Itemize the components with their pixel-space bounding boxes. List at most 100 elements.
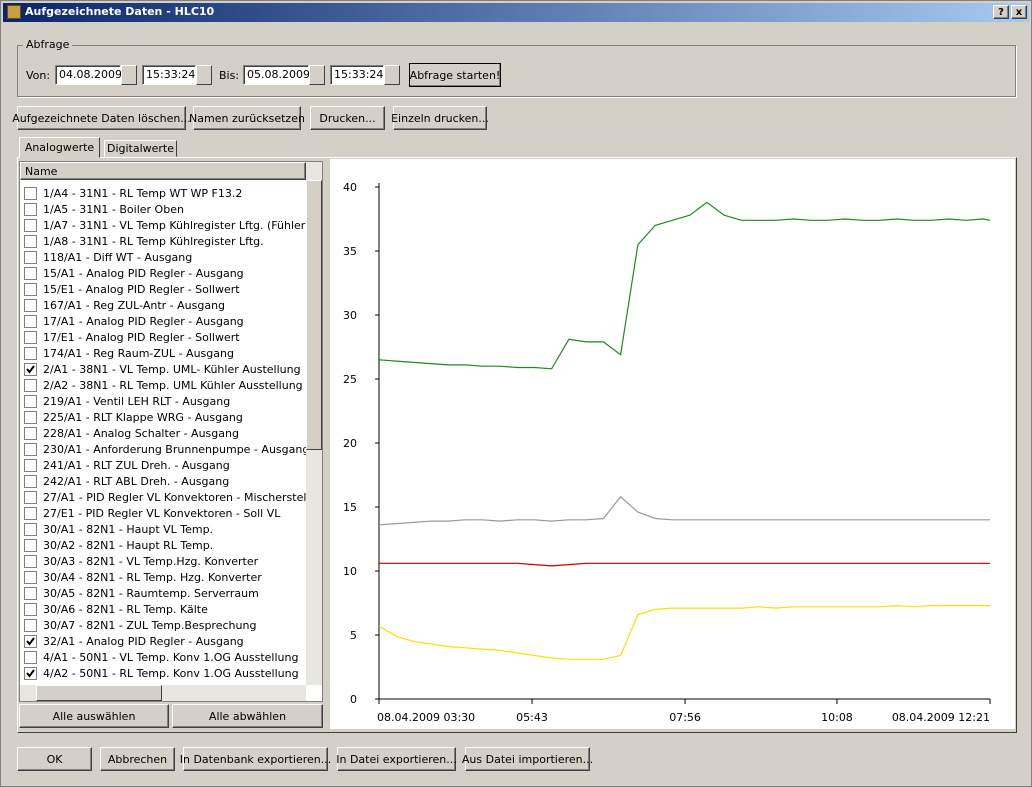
- deselect-all-button[interactable]: Alle abwählen: [172, 704, 323, 728]
- list-row[interactable]: 167/A1 - Reg ZUL-Antr - Ausgang: [24, 297, 225, 313]
- checkbox[interactable]: [24, 634, 37, 648]
- list-row[interactable]: 1/A8 - 31N1 - RL Temp Kühlregister Lftg.: [24, 233, 264, 249]
- select-all-button[interactable]: Alle auswählen: [19, 704, 169, 728]
- to-date[interactable]: 05.08.2009: [243, 65, 310, 85]
- checkbox[interactable]: [24, 186, 37, 200]
- list-row[interactable]: 118/A1 - Diff WT - Ausgang: [24, 249, 192, 265]
- toolbar-button[interactable]: Drucken...: [310, 106, 385, 130]
- spinner[interactable]: [384, 65, 400, 85]
- list-header[interactable]: Name: [20, 162, 306, 180]
- checkbox[interactable]: [24, 522, 37, 536]
- list-row[interactable]: 30/A5 - 82N1 - Raumtemp. Serverraum: [24, 585, 259, 601]
- h-scrollbar[interactable]: [20, 685, 306, 701]
- app-icon: [7, 5, 21, 19]
- checkbox[interactable]: [24, 618, 37, 632]
- spinner[interactable]: [196, 65, 212, 85]
- cancel-button[interactable]: Abbrechen: [100, 747, 175, 771]
- checkbox[interactable]: [24, 666, 37, 680]
- list-row[interactable]: 4/A2 - 50N1 - RL Temp. Konv 1.OG Ausstel…: [24, 665, 299, 681]
- checkbox[interactable]: [24, 330, 37, 344]
- to-time[interactable]: 15:33:24: [330, 65, 384, 85]
- scroll-thumb[interactable]: [306, 180, 322, 450]
- list-row[interactable]: 1/A4 - 31N1 - RL Temp WT WP F13.2: [24, 185, 242, 201]
- list-row[interactable]: 17/E1 - Analog PID Regler - Sollwert: [24, 329, 240, 345]
- list-row[interactable]: 1/A7 - 31N1 - VL Temp Kühlregister Lftg.…: [24, 217, 306, 233]
- list-row[interactable]: 27/E1 - PID Regler VL Konvektoren - Soll…: [24, 505, 280, 521]
- row-label: 30/A6 - 82N1 - RL Temp. Kälte: [43, 602, 208, 616]
- list-row[interactable]: 30/A6 - 82N1 - RL Temp. Kälte: [24, 601, 208, 617]
- list-row[interactable]: 219/A1 - Ventil LEH RLT - Ausgang: [24, 393, 230, 409]
- list-row[interactable]: 15/A1 - Analog PID Regler - Ausgang: [24, 265, 244, 281]
- list-row[interactable]: 30/A2 - 82N1 - Haupt RL Temp.: [24, 537, 213, 553]
- row-label: 30/A1 - 82N1 - Haupt VL Temp.: [43, 522, 214, 536]
- close-button[interactable]: x: [1011, 5, 1027, 19]
- list-row[interactable]: 174/A1 - Reg Raum-ZUL - Ausgang: [24, 345, 234, 361]
- checkbox[interactable]: [24, 362, 37, 376]
- title-bar: Aufgezeichnete Daten - HLC10 ? x: [3, 3, 1029, 22]
- start-button[interactable]: Abfrage starten!: [409, 63, 501, 87]
- toolbar-button[interactable]: Namen zurücksetzen: [189, 106, 305, 130]
- row-label: 1/A4 - 31N1 - RL Temp WT WP F13.2: [43, 186, 243, 200]
- tab-active[interactable]: Analogwerte: [19, 137, 100, 158]
- checkbox[interactable]: [24, 394, 37, 408]
- checkbox[interactable]: [24, 554, 37, 568]
- footer-button[interactable]: Aus Datei importieren...: [462, 747, 593, 771]
- list-row[interactable]: 17/A1 - Analog PID Regler - Ausgang: [24, 313, 244, 329]
- list-row[interactable]: 2/A2 - 38N1 - RL Temp. UML Kühler Ausste…: [24, 377, 303, 393]
- row-label: 27/A1 - PID Regler VL Konvektoren - Misc…: [43, 490, 306, 504]
- list-row[interactable]: 30/A4 - 82N1 - RL Temp. Hzg. Konverter: [24, 569, 262, 585]
- toolbar-button[interactable]: Aufgezeichnete Daten löschen...: [12, 106, 191, 130]
- checkbox[interactable]: [24, 474, 37, 488]
- from-time[interactable]: 15:33:24: [142, 65, 196, 85]
- checkbox[interactable]: [24, 442, 37, 456]
- checkbox[interactable]: [24, 650, 37, 664]
- list-row[interactable]: 228/A1 - Analog Schalter - Ausgang: [24, 425, 239, 441]
- spinner[interactable]: [309, 65, 325, 85]
- list-row[interactable]: 242/A1 - RLT ABL Dreh. - Ausgang: [24, 473, 229, 489]
- checkbox[interactable]: [24, 506, 37, 520]
- checkbox[interactable]: [24, 218, 37, 232]
- checkbox[interactable]: [24, 586, 37, 600]
- list-row[interactable]: 1/A5 - 31N1 - Boiler Oben: [24, 201, 184, 217]
- checkbox[interactable]: [24, 410, 37, 424]
- spinner[interactable]: [121, 65, 137, 85]
- list-row[interactable]: 30/A7 - 82N1 - ZUL Temp.Besprechung: [24, 617, 256, 633]
- list-row[interactable]: 4/A1 - 50N1 - VL Temp. Konv 1.OG Ausstel…: [24, 649, 298, 665]
- checkbox[interactable]: [24, 490, 37, 504]
- toolbar-button[interactable]: Einzeln drucken...: [391, 106, 489, 130]
- footer-button[interactable]: In Datei exportieren...: [336, 747, 457, 771]
- tab[interactable]: Digitalwerte: [104, 140, 177, 157]
- checkbox[interactable]: [24, 202, 37, 216]
- list-row[interactable]: 2/A1 - 38N1 - VL Temp. UML- Kühler Auste…: [24, 361, 301, 377]
- v-scrollbar[interactable]: [306, 162, 322, 685]
- checkbox[interactable]: [24, 250, 37, 264]
- list-row[interactable]: 230/A1 - Anforderung Brunnenpumpe - Ausg…: [24, 441, 306, 457]
- list-row[interactable]: 30/A1 - 82N1 - Haupt VL Temp.: [24, 521, 213, 537]
- row-label: 17/A1 - Analog PID Regler - Ausgang: [43, 314, 244, 328]
- list-row[interactable]: 32/A1 - Analog PID Regler - Ausgang: [24, 633, 244, 649]
- list-row[interactable]: 225/A1 - RLT Klappe WRG - Ausgang: [24, 409, 243, 425]
- list-row[interactable]: 30/A3 - 82N1 - VL Temp.Hzg. Konverter: [24, 553, 258, 569]
- scroll-thumb[interactable]: [36, 685, 162, 701]
- checkbox[interactable]: [24, 234, 37, 248]
- checkbox[interactable]: [24, 282, 37, 296]
- checkbox[interactable]: [24, 346, 37, 360]
- checkbox[interactable]: [24, 602, 37, 616]
- checkbox[interactable]: [24, 314, 37, 328]
- checkbox[interactable]: [24, 266, 37, 280]
- list-row[interactable]: 27/A1 - PID Regler VL Konvektoren - Misc…: [24, 489, 306, 505]
- checkbox[interactable]: [24, 426, 37, 440]
- help-button[interactable]: ?: [993, 5, 1009, 19]
- ok-button[interactable]: OK: [17, 747, 92, 771]
- tab-pane: [17, 157, 1017, 733]
- checkbox[interactable]: [24, 538, 37, 552]
- checkbox[interactable]: [24, 458, 37, 472]
- footer-button[interactable]: In Datenbank exportieren...: [180, 747, 331, 771]
- checkbox[interactable]: [24, 378, 37, 392]
- checkbox[interactable]: [24, 298, 37, 312]
- list-row[interactable]: 15/E1 - Analog PID Regler - Sollwert: [24, 281, 240, 297]
- checkbox[interactable]: [24, 570, 37, 584]
- row-label: 167/A1 - Reg ZUL-Antr - Ausgang: [43, 298, 226, 312]
- from-date[interactable]: 04.08.2009: [55, 65, 122, 85]
- list-row[interactable]: 241/A1 - RLT ZUL Dreh. - Ausgang: [24, 457, 230, 473]
